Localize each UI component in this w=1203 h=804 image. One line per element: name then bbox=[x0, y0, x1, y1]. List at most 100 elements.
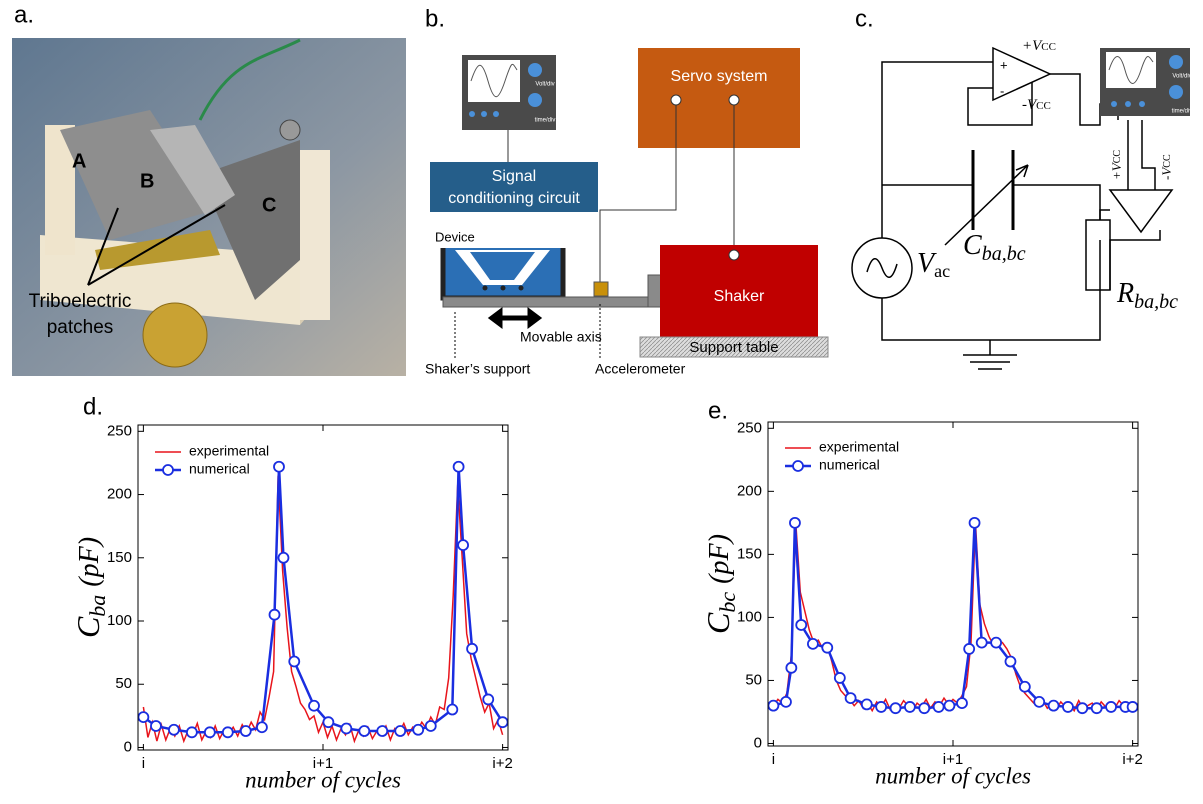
y-tick-label: 50 bbox=[115, 675, 132, 692]
marker bbox=[943, 699, 956, 712]
marker bbox=[956, 697, 968, 710]
arrow bbox=[87, 204, 226, 286]
y-tick-label: 200 bbox=[737, 482, 762, 499]
legend-marker bbox=[162, 464, 174, 476]
knob-label: Volt/div bbox=[535, 82, 554, 88]
marker bbox=[239, 725, 252, 737]
y-label-part: (pF) bbox=[74, 537, 105, 587]
marker bbox=[767, 699, 780, 712]
marker bbox=[466, 642, 478, 655]
label: Support table bbox=[689, 339, 778, 356]
marker bbox=[452, 460, 465, 473]
connector bbox=[728, 94, 740, 106]
box-label: Servo system bbox=[671, 68, 768, 85]
marker bbox=[412, 723, 425, 736]
series-line bbox=[773, 522, 1133, 710]
y-tick-label: 100 bbox=[107, 612, 132, 629]
legend-label: experimental bbox=[189, 443, 269, 459]
x-axis-label: number of cycles bbox=[875, 763, 1031, 788]
box-label: conditioning circuit bbox=[448, 190, 580, 207]
marker bbox=[932, 701, 945, 713]
y-label-part: bc bbox=[715, 592, 740, 613]
marker bbox=[394, 725, 407, 737]
photo-label: patches bbox=[47, 317, 114, 338]
marker bbox=[789, 516, 801, 529]
marker bbox=[860, 698, 873, 711]
marker bbox=[457, 539, 469, 552]
marker bbox=[780, 695, 792, 708]
x-tick-label: i+2 bbox=[492, 755, 512, 772]
plot-frame bbox=[137, 424, 509, 751]
y-tick-label: 0 bbox=[754, 734, 762, 751]
y-tick-label: 250 bbox=[107, 422, 132, 439]
x-tick-label: i+2 bbox=[1122, 751, 1142, 768]
marker bbox=[1076, 702, 1089, 715]
marker bbox=[1126, 701, 1139, 713]
y-axis-label: Cba (pF) bbox=[70, 537, 110, 638]
marker bbox=[137, 711, 150, 724]
marker bbox=[1047, 699, 1060, 712]
marker bbox=[277, 551, 290, 564]
marker bbox=[203, 726, 216, 739]
y-tick-label: 150 bbox=[107, 549, 132, 566]
panel-label: d. bbox=[83, 393, 103, 420]
y-tick-label: 250 bbox=[737, 419, 762, 436]
component-label: Rba,bc bbox=[1116, 278, 1178, 312]
marker bbox=[268, 608, 281, 621]
marker bbox=[975, 636, 988, 649]
support-table bbox=[639, 336, 829, 358]
y-tick-label: 150 bbox=[737, 545, 762, 562]
series-line bbox=[772, 522, 1134, 713]
panel-label: e. bbox=[708, 397, 728, 424]
supply-label: +VCC bbox=[1109, 150, 1124, 180]
label: Movable axis bbox=[520, 329, 602, 345]
marker bbox=[785, 661, 798, 674]
shaker-box bbox=[660, 245, 818, 337]
marker bbox=[256, 721, 268, 734]
marker bbox=[918, 702, 931, 715]
y-tick-label: 50 bbox=[745, 671, 762, 688]
pin-label: - bbox=[1000, 83, 1004, 98]
y-axis-label: Cbc (pF) bbox=[700, 534, 740, 634]
y-label-part: C bbox=[70, 616, 106, 638]
panel-label: b. bbox=[425, 5, 445, 32]
series-line bbox=[142, 466, 504, 734]
x-tick-label: i+1 bbox=[313, 755, 333, 772]
marker bbox=[844, 692, 857, 704]
knob-label: time/div bbox=[1172, 109, 1193, 115]
marker bbox=[446, 703, 459, 716]
marker bbox=[168, 723, 180, 736]
arrow bbox=[87, 207, 119, 286]
label: Accelerometer bbox=[595, 361, 686, 377]
marker bbox=[1004, 655, 1017, 668]
component-label: Cba,bc bbox=[963, 230, 1026, 264]
supply-label: -VCC bbox=[1159, 154, 1174, 180]
device bbox=[440, 248, 566, 301]
connector bbox=[670, 94, 682, 106]
photo-label: B bbox=[140, 170, 154, 192]
connector bbox=[728, 249, 740, 261]
legend-label: numerical bbox=[819, 457, 880, 473]
oscilloscope bbox=[462, 55, 556, 130]
knob-label: time/div bbox=[535, 118, 556, 124]
marker bbox=[963, 643, 976, 655]
marker bbox=[273, 460, 285, 473]
knob-label: Volt/div bbox=[1172, 74, 1191, 80]
marker bbox=[807, 637, 819, 650]
marker bbox=[903, 701, 916, 713]
y-label-part: C bbox=[700, 612, 736, 634]
marker bbox=[990, 636, 1003, 649]
beam-clamp bbox=[647, 274, 663, 308]
box-label: Shaker bbox=[714, 288, 765, 305]
marker bbox=[1062, 701, 1074, 713]
accelerometer bbox=[593, 281, 609, 297]
marker bbox=[185, 726, 198, 739]
component-label: Vac bbox=[917, 248, 950, 281]
photo-label: A bbox=[72, 150, 86, 172]
series-line bbox=[142, 475, 504, 744]
y-label-part: (pF) bbox=[704, 534, 735, 584]
y-tick-label: 100 bbox=[737, 608, 762, 625]
plot-frame bbox=[767, 421, 1139, 747]
legend-marker bbox=[792, 460, 804, 472]
y-tick-label: 0 bbox=[124, 738, 132, 755]
